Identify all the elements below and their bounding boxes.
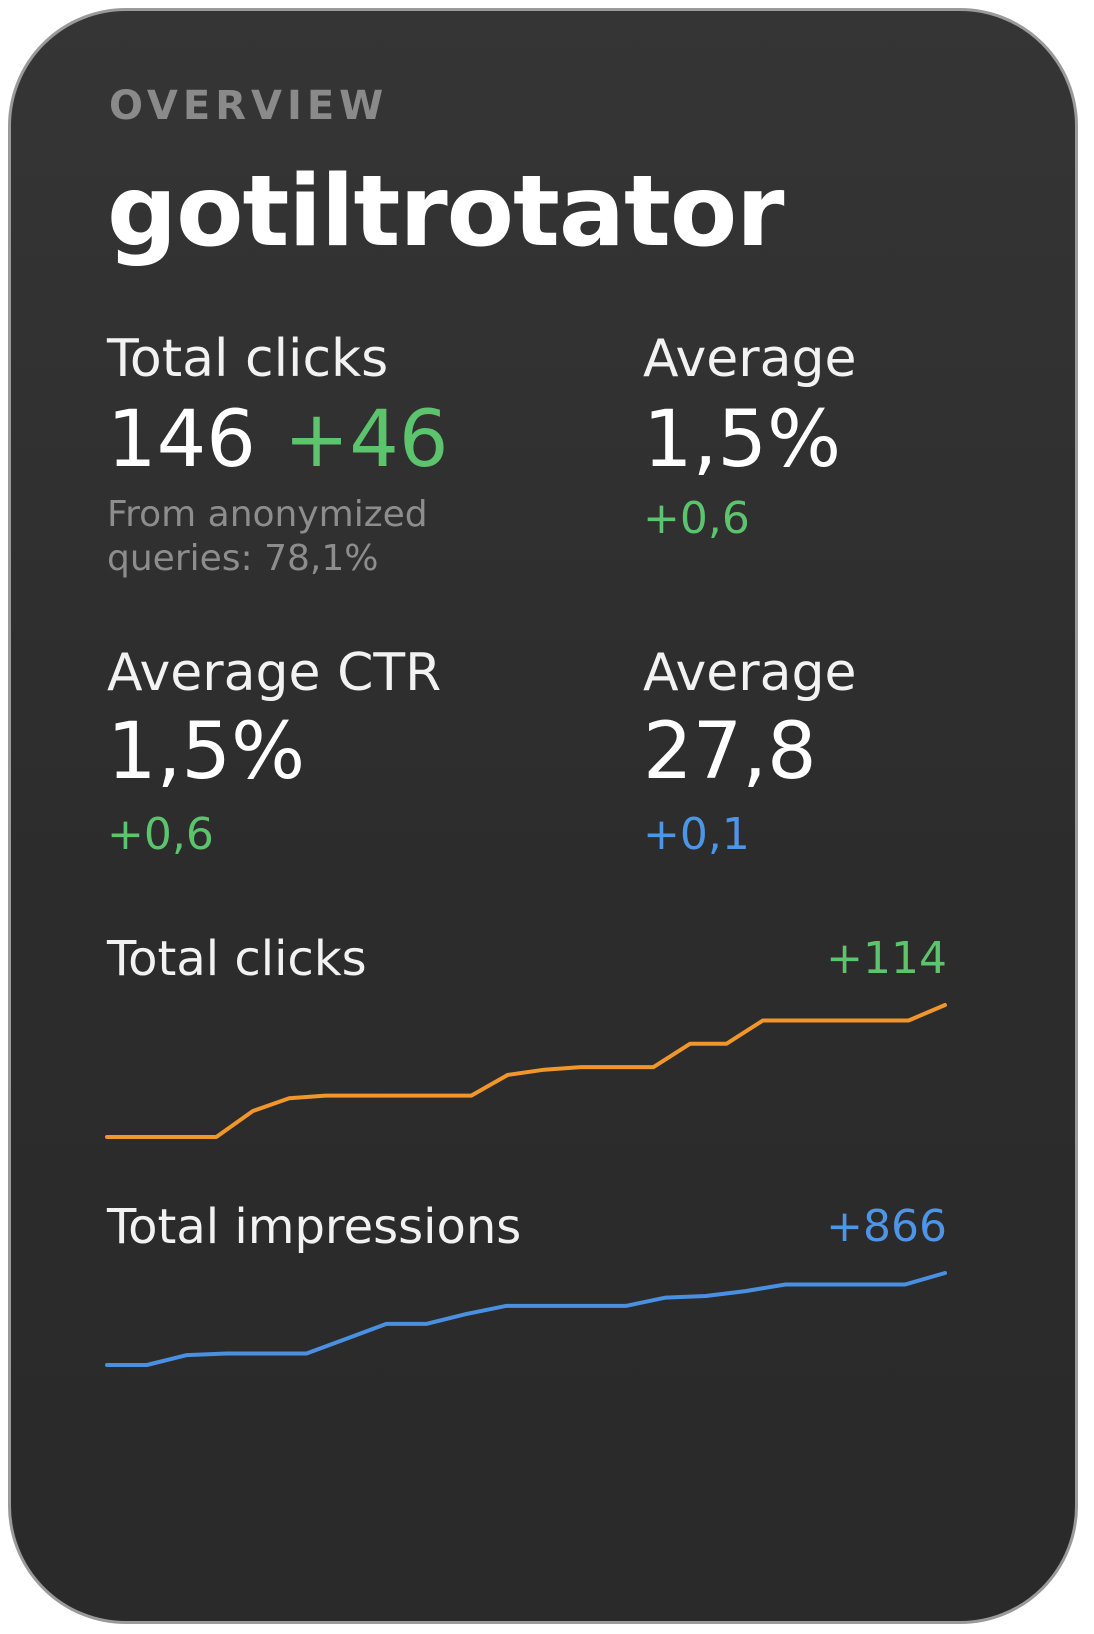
metric-average-position-label: Average [643, 643, 857, 703]
note-line: queries: 78,1% [107, 538, 379, 579]
note-line: From anonymized [107, 494, 428, 535]
metric-average-ctr-delta: +0,6 [107, 809, 214, 860]
metric-total-clicks-delta: +46 [283, 395, 449, 485]
metric-total-clicks-note: From anonymized queries: 78,1% [107, 493, 428, 581]
sparkline-impressions-chart [105, 1271, 947, 1367]
metric-average-position-delta: +0,1 [643, 809, 750, 860]
metric-average-position-value: 27,8 [643, 707, 817, 797]
metric-average-value: 1,5% [643, 395, 842, 485]
sparkline-clicks-delta: +114 [826, 933, 947, 984]
metric-total-clicks-value: 146 [107, 395, 256, 485]
metric-total-clicks-value-row: 146 +46 [107, 395, 449, 485]
metric-average-label: Average [643, 329, 857, 389]
metric-average-ctr-label: Average CTR [107, 643, 442, 703]
sparkline-impressions-delta: +866 [826, 1201, 947, 1252]
sparkline-clicks-label: Total clicks [107, 931, 367, 987]
metric-average-delta: +0,6 [643, 493, 750, 544]
sparkline-clicks-chart [105, 1003, 947, 1139]
sparkline-clicks-line [105, 1003, 947, 1139]
overline-label: OVERVIEW [109, 83, 389, 129]
sparkline-impressions-line [105, 1271, 947, 1367]
metric-total-clicks-label: Total clicks [107, 329, 389, 389]
page-title: gotiltrotator [107, 155, 784, 269]
overview-card: OVERVIEW gotiltrotator Total clicks 146 +… [8, 8, 1078, 1624]
metric-average-ctr-value: 1,5% [107, 707, 306, 797]
sparkline-impressions-label: Total impressions [107, 1199, 522, 1255]
